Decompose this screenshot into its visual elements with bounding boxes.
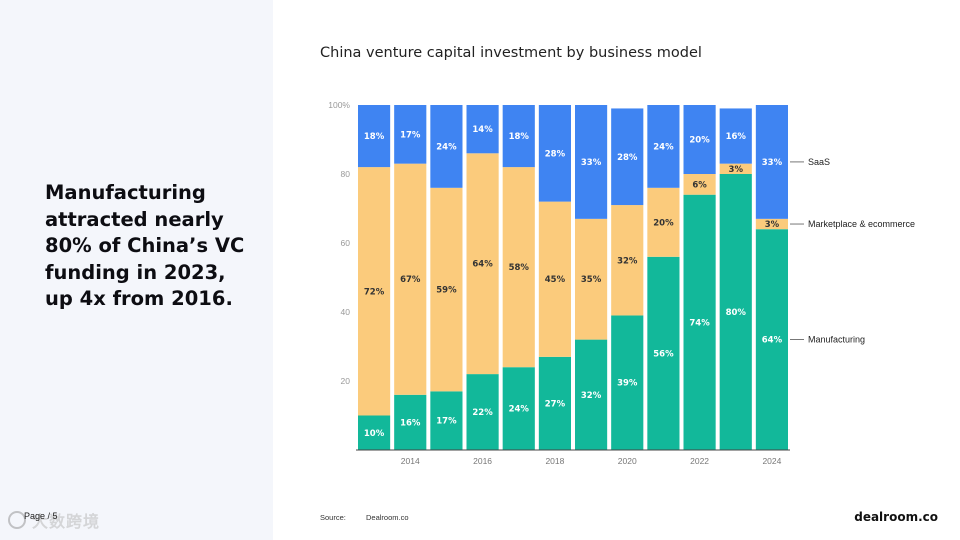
- watermark-text: 大数跨境: [32, 514, 101, 531]
- bar-manufacturing: [466, 374, 499, 450]
- y-tick-label: 20: [341, 376, 351, 386]
- bar-manufacturing: [611, 315, 644, 450]
- data-label-manufacturing: 32%: [581, 391, 602, 401]
- data-label-marketplace: 59%: [436, 286, 457, 296]
- data-label-manufacturing: 24%: [509, 405, 530, 415]
- data-label-saas: 33%: [581, 158, 602, 168]
- data-label-manufacturing: 27%: [545, 399, 566, 409]
- bar-saas: [394, 105, 427, 164]
- bar-marketplace: [538, 201, 571, 357]
- bar-marketplace: [430, 187, 463, 392]
- bar-manufacturing: [430, 391, 463, 450]
- y-tick-label: 40: [341, 307, 351, 317]
- bar-saas: [647, 105, 680, 188]
- bar-marketplace: [647, 187, 680, 257]
- data-label-saas: 16%: [726, 132, 747, 142]
- bar-saas: [611, 108, 644, 206]
- data-label-manufacturing: 74%: [689, 318, 710, 328]
- data-label-saas: 28%: [617, 153, 638, 163]
- data-label-marketplace: 67%: [400, 275, 421, 285]
- data-label-saas: 18%: [364, 132, 385, 142]
- data-label-marketplace: 58%: [509, 263, 530, 273]
- bar-manufacturing: [755, 229, 788, 450]
- bar-saas: [683, 105, 716, 174]
- chart-title: China venture capital investment by busi…: [320, 45, 702, 61]
- bar-marketplace: [575, 218, 608, 340]
- source-label: Source:: [320, 513, 346, 522]
- x-tick-label: 2014: [401, 456, 420, 466]
- y-tick-label: 100%: [328, 100, 350, 110]
- headline: Manufacturing attracted nearly 80% of Ch…: [45, 181, 245, 310]
- data-label-saas: 24%: [653, 142, 674, 152]
- bar-manufacturing: [502, 367, 535, 450]
- bar-saas: [538, 105, 571, 202]
- x-tick-label: 2020: [618, 456, 637, 466]
- data-label-manufacturing: 22%: [472, 408, 493, 418]
- data-label-saas: 24%: [436, 142, 457, 152]
- bar-saas: [430, 105, 463, 188]
- legend-label-manufacturing: Manufacturing: [808, 335, 865, 345]
- data-label-saas: 20%: [689, 136, 710, 146]
- bar-marketplace: [502, 167, 535, 368]
- bar-marketplace: [466, 153, 499, 375]
- bar-saas: [719, 108, 752, 164]
- data-label-manufacturing: 64%: [762, 336, 783, 346]
- data-label-marketplace: 32%: [617, 256, 638, 266]
- bar-manufacturing: [683, 194, 716, 450]
- data-label-saas: 28%: [545, 149, 566, 159]
- data-label-manufacturing: 39%: [617, 379, 638, 389]
- data-label-manufacturing: 80%: [726, 308, 747, 318]
- bar-manufacturing: [719, 174, 752, 450]
- bar-marketplace: [719, 163, 752, 174]
- watermark-logo-icon: [8, 511, 26, 529]
- bar-marketplace: [358, 167, 391, 416]
- legend-label-marketplace: Marketplace & ecommerce: [808, 219, 915, 229]
- data-label-manufacturing: 10%: [364, 429, 385, 439]
- left-panel: [0, 0, 273, 540]
- data-label-marketplace: 35%: [581, 275, 602, 285]
- bar-saas: [502, 105, 535, 168]
- x-tick-label: 2016: [473, 456, 492, 466]
- bar-saas: [575, 105, 608, 219]
- data-label-marketplace: 64%: [472, 260, 493, 270]
- data-label-marketplace: 6%: [692, 180, 707, 190]
- bar-saas: [466, 105, 499, 154]
- data-label-marketplace: 3%: [729, 165, 744, 175]
- data-label-saas: 14%: [472, 125, 493, 135]
- bar-saas: [755, 105, 788, 219]
- bar-marketplace: [755, 218, 788, 230]
- source-value: Dealroom.co: [366, 513, 409, 522]
- bar-marketplace: [683, 174, 716, 195]
- bar-manufacturing: [647, 256, 680, 450]
- bar-manufacturing: [394, 394, 427, 450]
- data-label-manufacturing: 17%: [436, 417, 457, 427]
- dealroom-logo: dealroom.co: [854, 510, 938, 524]
- data-label-marketplace: 3%: [765, 220, 780, 230]
- bar-manufacturing: [358, 415, 391, 450]
- x-tick-label: 2024: [762, 456, 781, 466]
- bar-marketplace: [611, 205, 644, 316]
- x-tick-label: 2022: [690, 456, 709, 466]
- data-label-manufacturing: 56%: [653, 349, 674, 359]
- stacked-bar-chart: 20 40 60 80 100% 10% 72% 18% 16% 67% 17% 17% 59% 24% 2…: [328, 100, 915, 466]
- y-tick-label: 60: [341, 238, 351, 248]
- bar-manufacturing: [575, 339, 608, 450]
- data-label-marketplace: 72%: [364, 287, 385, 297]
- y-tick-label: 80: [341, 169, 351, 179]
- data-label-marketplace: 20%: [653, 218, 674, 228]
- data-label-marketplace: 45%: [545, 275, 566, 285]
- x-tick-label: 2018: [545, 456, 564, 466]
- page-label: Page / 5: [24, 511, 58, 521]
- legend-label-saas: SaaS: [808, 157, 830, 167]
- bar-marketplace: [394, 163, 427, 395]
- data-label-manufacturing: 16%: [400, 418, 421, 428]
- bar-saas: [358, 105, 391, 168]
- data-label-saas: 33%: [762, 158, 783, 168]
- data-label-saas: 17%: [400, 130, 421, 140]
- watermark: 大数跨境: [8, 508, 100, 532]
- bar-manufacturing: [538, 356, 571, 450]
- data-label-saas: 18%: [509, 132, 530, 142]
